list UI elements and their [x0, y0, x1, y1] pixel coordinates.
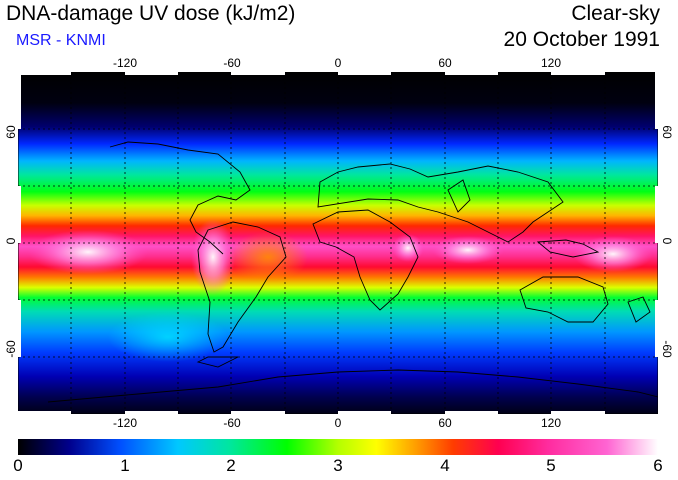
lat-tick-left: -60 [4, 340, 18, 358]
lon-tick-top: 60 [438, 56, 452, 70]
lat-tick-right: 0 [660, 237, 674, 245]
lon-tick-bottom: 0 [334, 416, 342, 430]
lon-tick-bottom: 120 [540, 416, 562, 430]
uv-dose-map [18, 72, 658, 414]
lon-tick-bottom: -120 [112, 416, 138, 430]
uv-hotspot [392, 234, 424, 262]
coastlines [47, 141, 658, 403]
map-subtitle: MSR - KNMI [16, 32, 106, 49]
uv-hotspot [573, 236, 653, 272]
lon-tick-bottom: 60 [438, 416, 452, 430]
lat-tick-right: -60 [660, 340, 674, 358]
colorbar-tick: 3 [333, 456, 343, 475]
colorbar-tick: 6 [653, 456, 663, 475]
sky-condition-label: Clear-sky [571, 2, 660, 25]
colorbar [18, 439, 658, 455]
lon-tick-top: -120 [112, 56, 138, 70]
map-title: DNA-damage UV dose (kJ/m2) [6, 2, 296, 25]
uv-hotspot [191, 219, 235, 295]
lon-tick-top: 120 [540, 56, 562, 70]
lon-tick-top: 0 [334, 56, 342, 70]
lat-tick-left: 60 [4, 125, 18, 139]
colorbar-tick: 1 [120, 456, 130, 475]
lon-tick-bottom: -60 [223, 416, 241, 430]
colorbar-tick: 5 [546, 456, 556, 475]
colorbar-tick: 0 [13, 456, 23, 475]
uv-hotspot [28, 230, 148, 274]
graticule [18, 72, 658, 414]
map-frame [18, 72, 658, 414]
uv-hotspot [432, 236, 504, 264]
lat-tick-left: 0 [4, 237, 18, 245]
lat-tick-right: 60 [660, 125, 674, 139]
lon-tick-top: -60 [223, 56, 241, 70]
colorbar-tick: 4 [440, 456, 450, 475]
uv-hotspot [108, 312, 228, 362]
colorbar-tick: 2 [226, 456, 236, 475]
date-label: 20 October 1991 [503, 28, 660, 51]
uv-hotspot [228, 232, 308, 282]
